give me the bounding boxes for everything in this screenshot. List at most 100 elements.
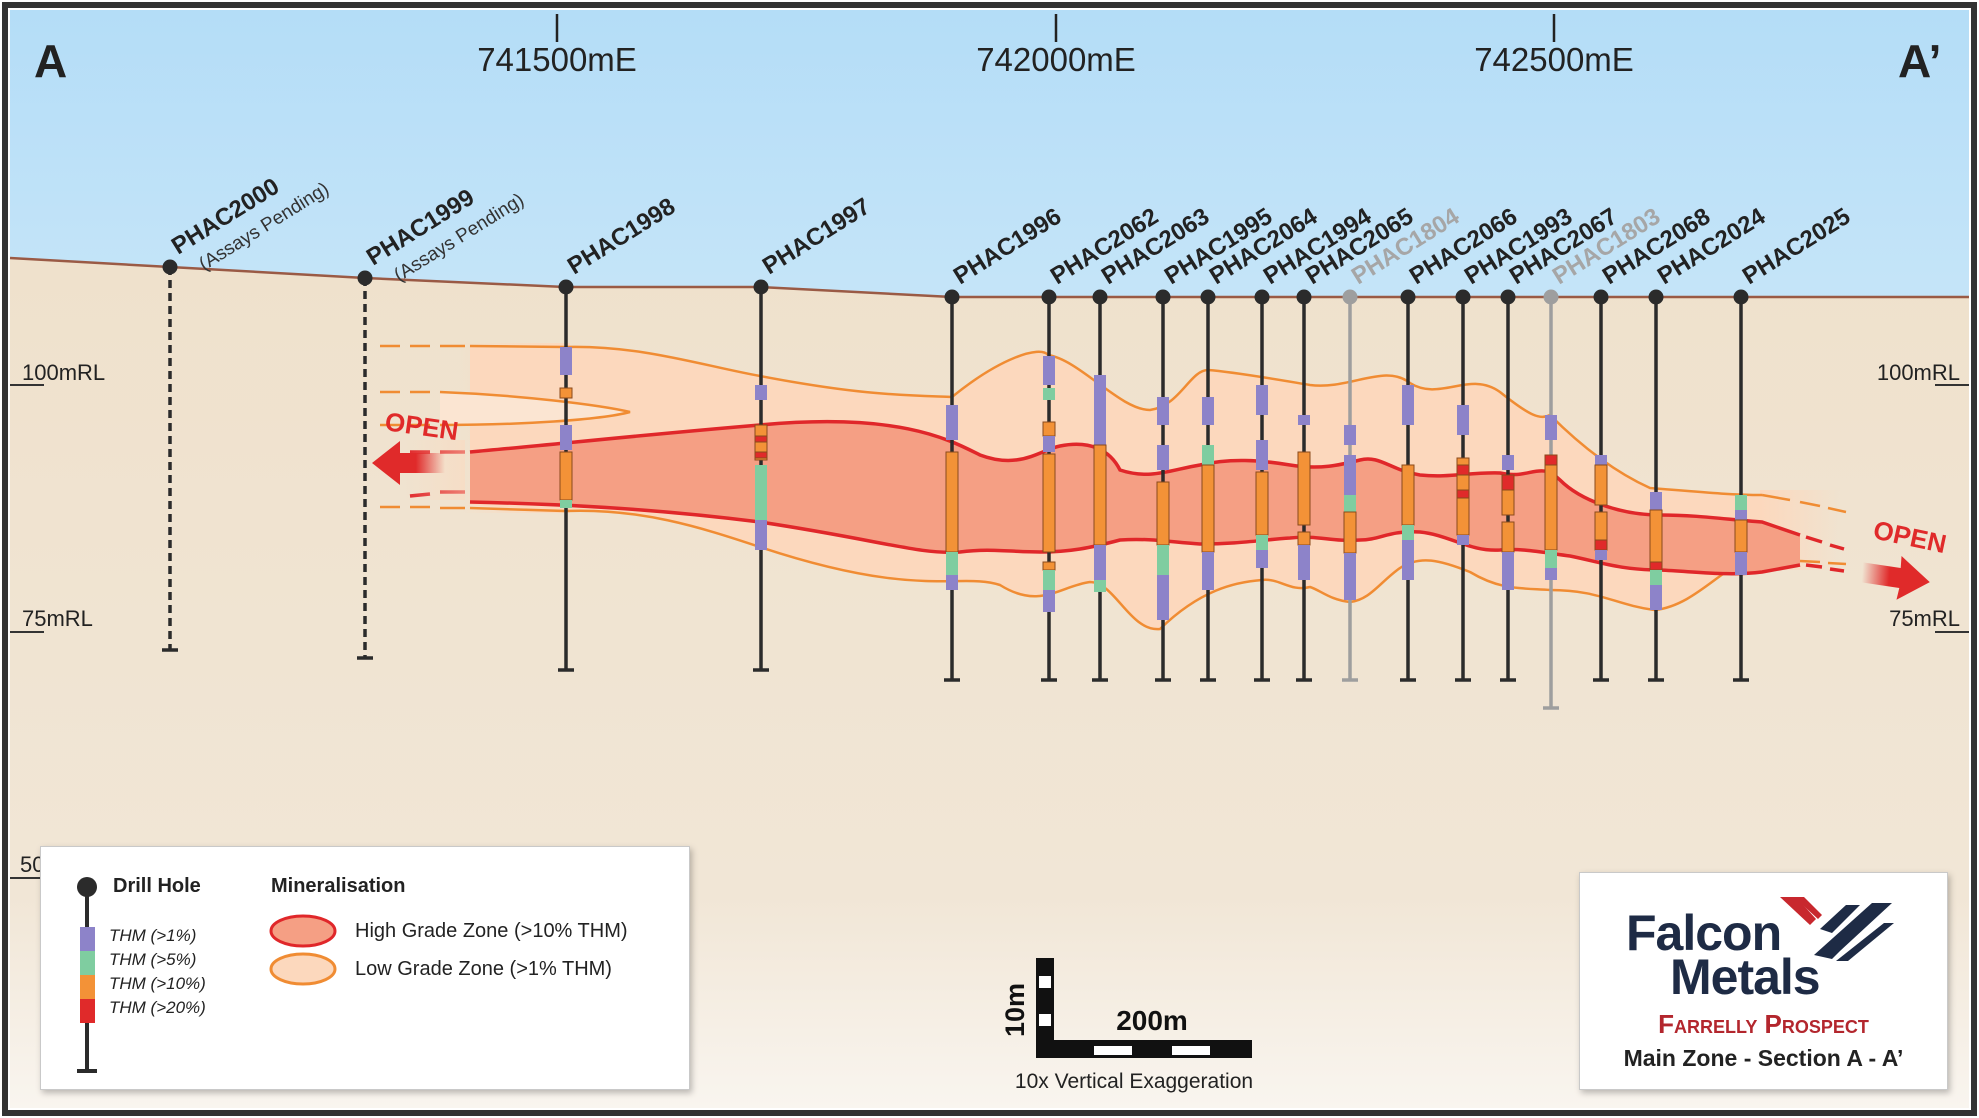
drill-collar: [944, 289, 960, 305]
assay-interval: [1649, 509, 1663, 571]
assay-interval: [1256, 550, 1268, 568]
assay-interval: [1094, 545, 1106, 580]
assay-interval: [1735, 510, 1747, 520]
assay-interval: [1544, 454, 1558, 466]
drill-collar: [1342, 289, 1358, 305]
assay-interval: [1042, 561, 1056, 571]
assay-interval: [1595, 550, 1607, 560]
drill-collar: [753, 279, 769, 295]
assay-interval: [1501, 521, 1515, 553]
assay-interval: [1298, 545, 1310, 580]
assay-interval: [1344, 455, 1356, 495]
assay-interval: [755, 520, 767, 550]
assay-interval: [755, 385, 767, 400]
rl-label-75-left: 75mRL: [22, 606, 93, 631]
assay-interval: [1501, 489, 1515, 516]
easting-label-742000: 742000mE: [976, 41, 1136, 78]
drill-collar: [1593, 289, 1609, 305]
assay-interval: [1042, 453, 1056, 553]
drill-collar: [1400, 289, 1416, 305]
assay-interval: [1456, 464, 1470, 476]
section-end-a: A: [34, 35, 68, 87]
assay-interval: [946, 575, 958, 590]
assay-interval: [1545, 568, 1557, 580]
assay-interval: [1256, 385, 1268, 415]
assay-interval: [1402, 525, 1414, 540]
assay-interval: [1650, 570, 1662, 585]
assay-interval: [1094, 580, 1106, 592]
legend-high-grade-label: High Grade Zone (>10% THM): [355, 920, 628, 942]
assay-interval: [1502, 455, 1514, 470]
assay-interval: [1297, 531, 1311, 546]
easting-label-742500: 742500mE: [1474, 41, 1634, 78]
legend-low-grade-label: Low Grade Zone (>1% THM): [355, 958, 612, 980]
assay-interval: [1157, 575, 1169, 620]
legend-drill-hole-symbol: [77, 877, 97, 1073]
legend-drill-hole-title: Drill Hole: [113, 875, 201, 897]
easting-label-741500: 741500mE: [477, 41, 637, 78]
drill-collar: [1543, 289, 1559, 305]
easting-axis: 741500mE 742000mE 742500mE: [477, 14, 1634, 78]
falcon-logo-icon: [1780, 897, 1894, 961]
drill-collar: [162, 259, 178, 275]
assay-interval: [1094, 375, 1106, 450]
assay-interval: [1093, 444, 1107, 546]
legend-mineralisation-title: Mineralisation: [271, 875, 406, 897]
section-end-a-prime: A’: [1898, 35, 1942, 87]
drill-collar: [1500, 289, 1516, 305]
scale-bar: [1036, 958, 1252, 1058]
vertical-exaggeration-note: 10x Vertical Exaggeration: [1015, 1070, 1253, 1093]
legend-high-grade-swatch: [269, 914, 337, 948]
assay-interval: [1344, 425, 1356, 445]
assay-interval: [1501, 474, 1515, 491]
assay-interval: [945, 451, 959, 553]
assay-interval: [1255, 471, 1269, 536]
assay-interval: [1545, 550, 1557, 568]
company-logo-panel: Falcon Metals Farrelly Prospect Main Zon…: [1579, 872, 1948, 1090]
legend: Drill Hole THM (>1%) THM (>5%) THM (>10%…: [40, 846, 690, 1090]
assay-interval: [1594, 464, 1608, 506]
assay-interval: [1157, 397, 1169, 425]
legend-thm-20: THM (>20%): [109, 998, 206, 1017]
assay-interval: [1256, 440, 1268, 470]
assay-interval: [1402, 540, 1414, 580]
drill-collar: [1254, 289, 1270, 305]
assay-interval: [1043, 356, 1055, 385]
legend-swatch-thm-5: [80, 951, 95, 975]
assay-interval: [946, 405, 958, 440]
assay-interval: [1456, 489, 1470, 499]
scale-horizontal-label: 200m: [1116, 1005, 1188, 1036]
legend-low-grade-swatch: [269, 952, 337, 986]
assay-interval: [560, 347, 572, 375]
assay-interval: [1297, 451, 1311, 526]
assay-interval: [1344, 495, 1356, 515]
open-arrow-left: [372, 440, 465, 500]
drill-collar: [558, 279, 574, 295]
assay-interval: [1502, 552, 1514, 590]
assay-interval: [1042, 421, 1056, 437]
assay-interval: [560, 500, 572, 508]
assay-interval: [1735, 552, 1747, 575]
drill-collar: [357, 270, 373, 286]
legend-swatch-thm-20: [80, 999, 95, 1023]
assay-interval: [559, 451, 573, 501]
legend-thm-5: THM (>5%): [109, 950, 197, 969]
legend-zone-symbols: [269, 914, 337, 986]
assay-interval: [1202, 552, 1214, 590]
assay-interval: [1457, 405, 1469, 435]
scale-vertical-label: 10m: [1000, 983, 1030, 1037]
assay-interval: [1401, 464, 1415, 526]
assay-interval: [754, 451, 768, 459]
logo-wordmark-falcon: Falcon: [1626, 905, 1782, 961]
rl-axis: 100mRL 100mRL 75mRL 75mRL 50: [10, 360, 1969, 879]
legend-thm-10: THM (>10%): [109, 974, 206, 993]
drill-collar: [1733, 289, 1749, 305]
assay-interval: [1343, 511, 1357, 554]
assay-interval: [559, 387, 573, 399]
assay-interval: [1457, 535, 1469, 545]
assay-interval: [1594, 539, 1608, 551]
prospect-name: Farrelly Prospect: [1658, 1009, 1869, 1039]
assay-interval: [1043, 388, 1055, 400]
